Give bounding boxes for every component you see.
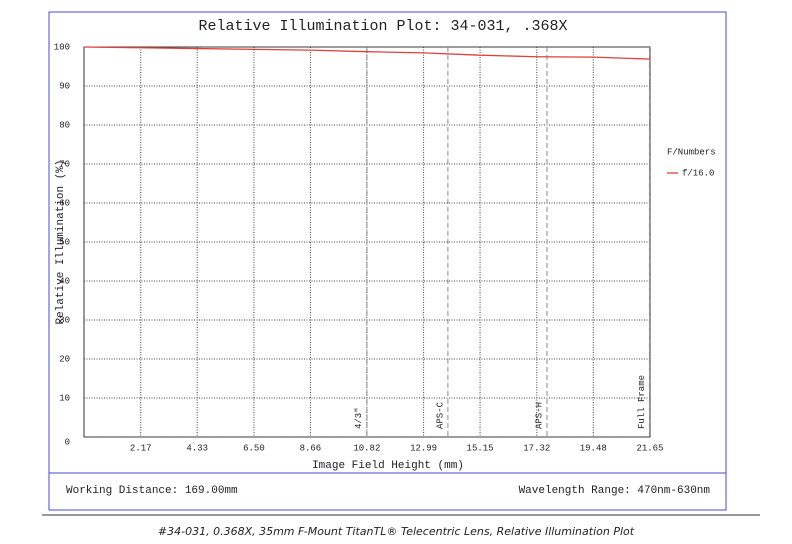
y-tick-label: 80	[59, 120, 70, 130]
x-tick-label: 19.48	[580, 443, 607, 453]
y-tick-label: 50	[59, 237, 70, 247]
y-tick-label: 100	[54, 42, 70, 52]
legend-label: f/16.0	[682, 168, 714, 178]
x-tick-label: 8.66	[300, 443, 322, 453]
y-tick-label: 0	[65, 437, 70, 447]
y-tick-label: 70	[59, 159, 70, 169]
y-tick-label: 60	[59, 198, 70, 208]
y-tick-label: 20	[59, 354, 70, 364]
x-axis-label: Image Field Height (mm)	[312, 460, 464, 472]
reference-label: Full Frame	[637, 375, 647, 429]
x-tick-label: 12.99	[410, 443, 437, 453]
x-tick-label: 10.82	[353, 443, 380, 453]
reference-label: 4/3"	[354, 407, 364, 429]
frame	[48, 11, 727, 511]
caption: #34-031, 0.368X, 35mm F-Mount TitanTL® T…	[158, 525, 635, 538]
x-tick-label: 17.32	[523, 443, 550, 453]
y-tick-label: 40	[59, 276, 70, 286]
x-tick-label: 15.15	[467, 443, 494, 453]
chart-title: Relative Illumination Plot: 34-031, .368…	[198, 18, 567, 35]
x-tick-label: 6.50	[243, 443, 265, 453]
x-tick-label: 2.17	[130, 443, 152, 453]
legend-title: F/Numbers	[667, 147, 716, 157]
y-axis-label: Relative Illumination (%)	[55, 159, 67, 324]
footer-left: Working Distance: 169.00mm	[66, 485, 238, 497]
data-line	[83, 46, 651, 60]
y-tick-label: 90	[59, 81, 70, 91]
x-tick-label: 21.65	[636, 443, 663, 453]
y-tick-label: 30	[59, 315, 70, 325]
footer-right: Wavelength Range: 470nm-630nm	[519, 485, 711, 497]
reference-label: APS-C	[435, 401, 445, 429]
x-tick-label: 4.33	[186, 443, 208, 453]
y-tick-label: 10	[59, 393, 70, 403]
reference-label: APS-H	[534, 402, 544, 429]
